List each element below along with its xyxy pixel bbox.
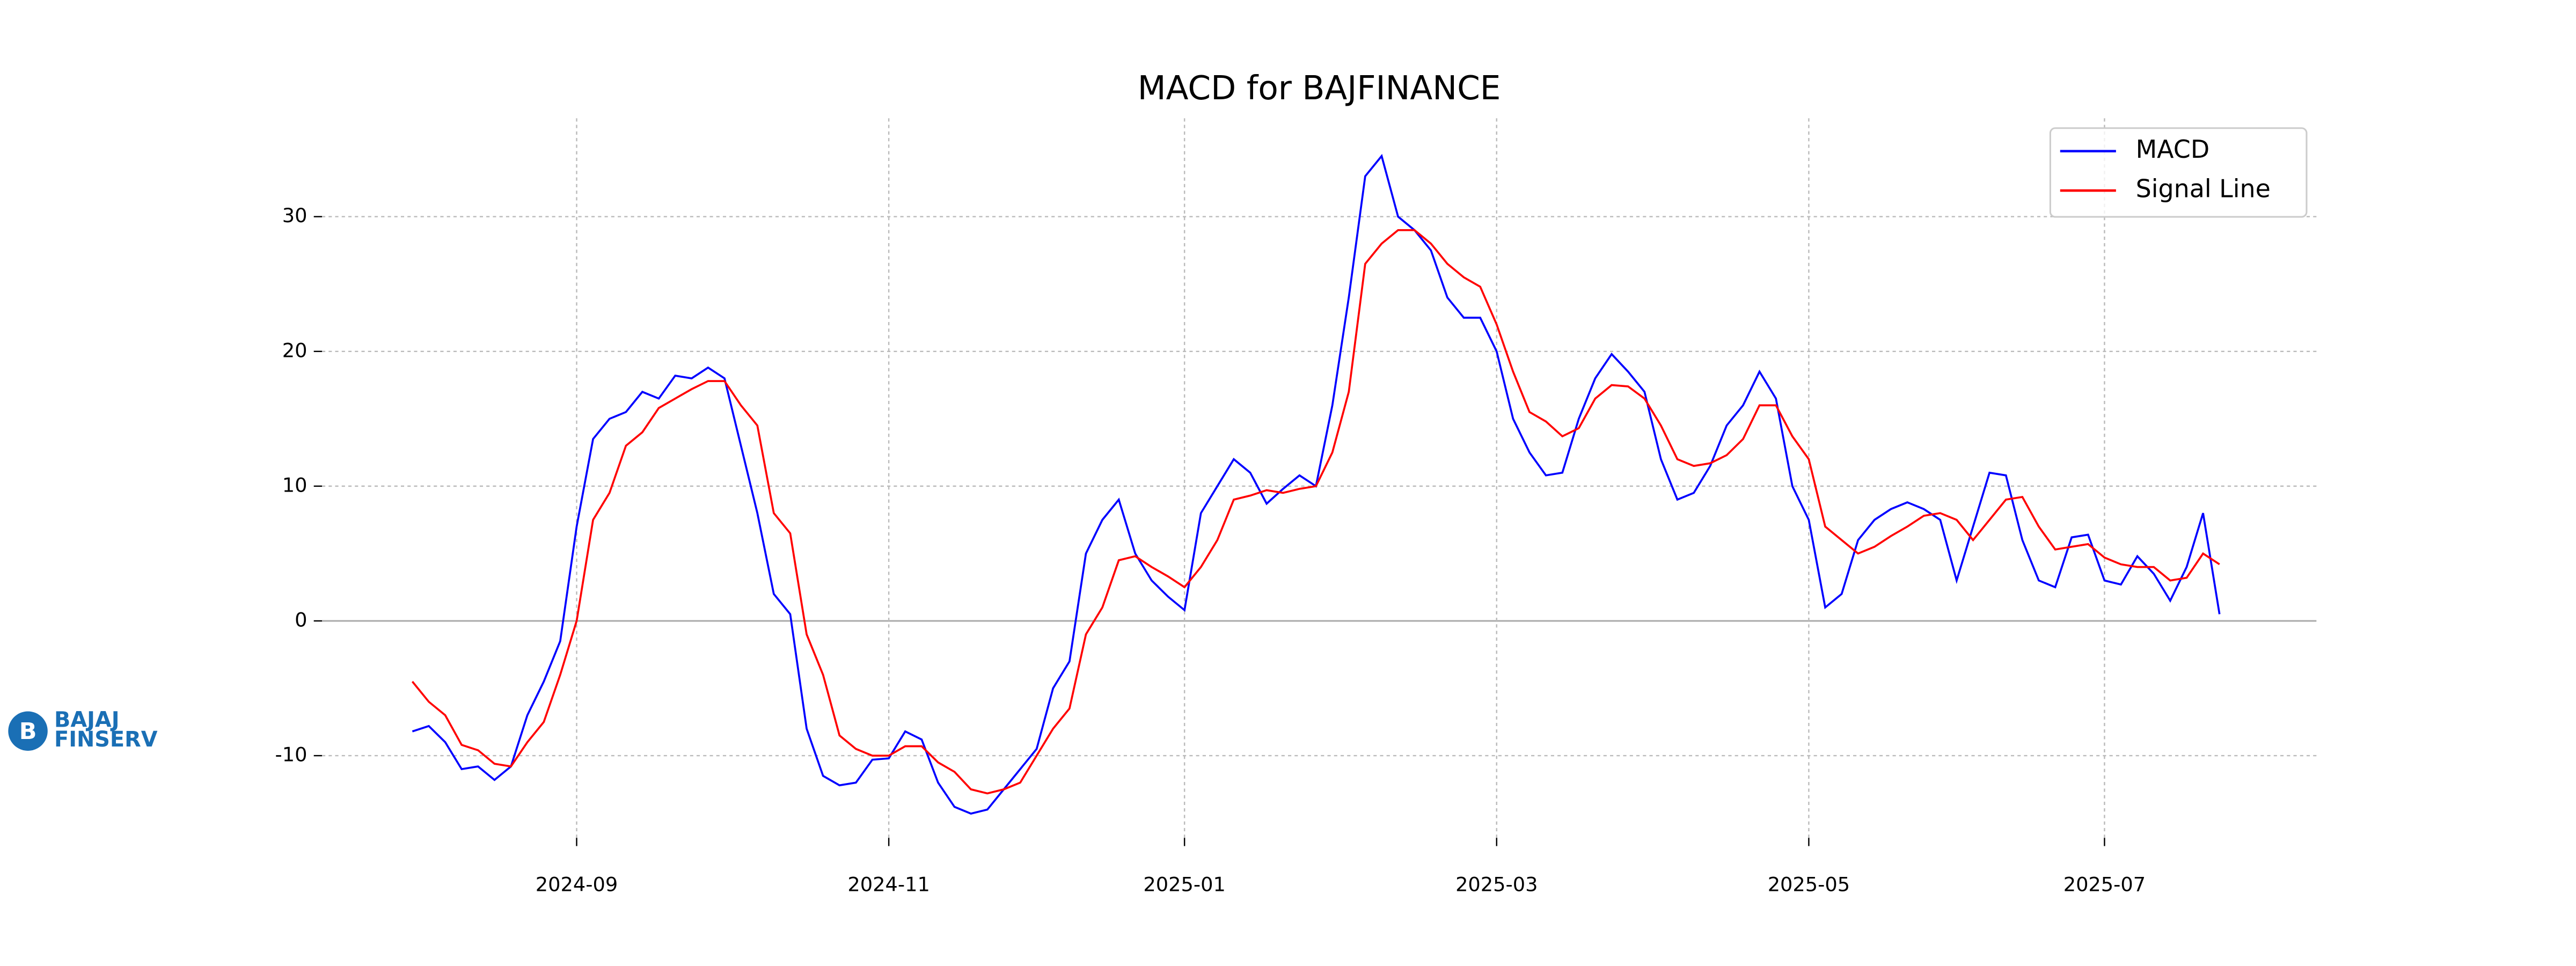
logo-icon xyxy=(8,711,48,751)
y-tick-label: 20 xyxy=(282,339,308,362)
logo-text: BAJAJ xyxy=(54,707,120,732)
y-tick-label: 10 xyxy=(282,473,308,496)
x-tick-label: 2025-03 xyxy=(1455,873,1538,896)
series-line xyxy=(411,229,2220,795)
legend: MACD Signal Line xyxy=(2049,127,2308,218)
x-tick-label: 2025-05 xyxy=(1768,873,1850,896)
x-tick-label: 2024-11 xyxy=(847,873,930,896)
chart-title: MACD for BAJFINANCE xyxy=(1138,69,1501,107)
logo-text: FINSERV xyxy=(54,727,158,752)
y-tick-label: 30 xyxy=(282,204,308,227)
legend-label: MACD xyxy=(2136,135,2210,164)
x-tick-label: 2025-07 xyxy=(2063,873,2146,896)
logo-icon-letter: B xyxy=(19,718,37,745)
x-tick-label: 2024-09 xyxy=(536,873,618,896)
x-tick-label: 2025-01 xyxy=(1143,873,1225,896)
legend-label: Signal Line xyxy=(2136,174,2271,203)
y-tick-label: 0 xyxy=(295,608,307,631)
logo: B BAJAJ FINSERV xyxy=(8,707,158,752)
y-tick-label: -10 xyxy=(275,743,307,766)
